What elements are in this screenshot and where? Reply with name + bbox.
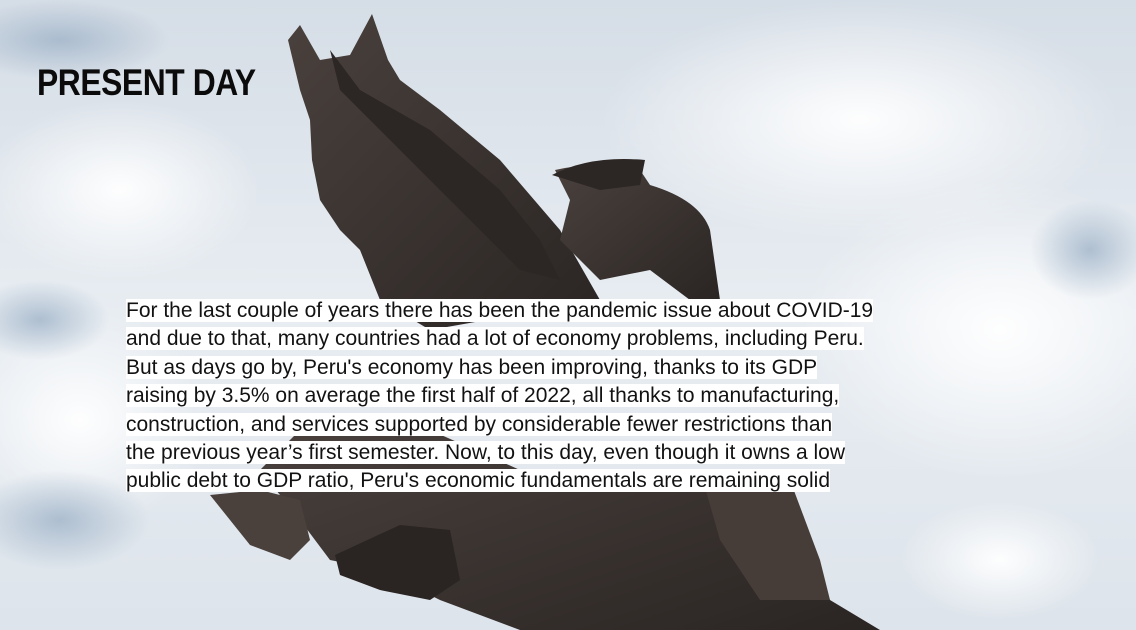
body-line: construction, and services supported by … bbox=[126, 412, 833, 436]
slide-body-text: For the last couple of years there has b… bbox=[126, 297, 966, 496]
body-line: public debt to GDP ratio, Peru's economi… bbox=[126, 469, 830, 493]
body-line: But as days go by, Peru's economy has be… bbox=[126, 355, 818, 379]
slide-title: PRESENT DAY bbox=[37, 62, 256, 103]
body-line: For the last couple of years there has b… bbox=[126, 299, 874, 322]
body-line: the previous year’s first semester. Now,… bbox=[126, 441, 846, 465]
body-line: and due to that, many countries had a lo… bbox=[126, 327, 864, 351]
body-line: raising by 3.5% on average the first hal… bbox=[126, 384, 840, 408]
